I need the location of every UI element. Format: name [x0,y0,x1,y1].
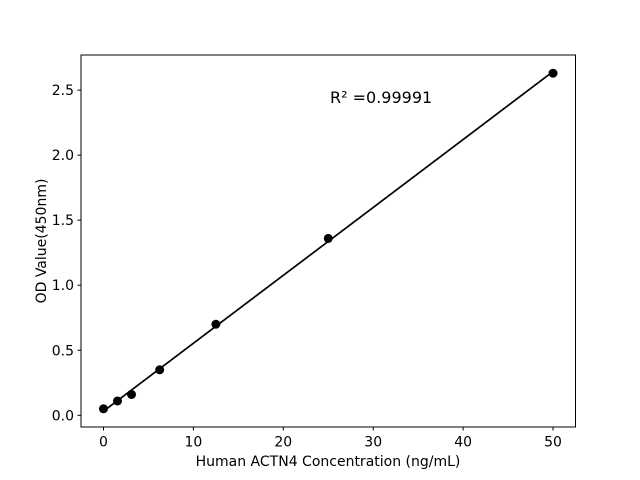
y-tick-label: 0.5 [52,343,74,359]
y-tick-label: 1.5 [52,213,74,229]
data-point [113,396,123,406]
data-point [548,68,558,78]
x-axis-label: Human ACTN4 Concentration (ng/mL) [195,454,461,470]
x-tick-label: 40 [454,435,472,451]
y-tick-label: 0.0 [52,408,74,424]
data-point [211,319,221,329]
x-tick-label: 30 [364,435,382,451]
data-point [98,404,108,414]
plot-border [80,54,576,428]
data-point [155,365,165,375]
data-point [127,389,137,399]
y-tick-label: 2.0 [52,148,74,164]
x-tick-label: 0 [99,435,108,451]
y-tick-label: 1.0 [52,278,74,294]
x-tick-label: 50 [544,435,562,451]
y-axis-label: OD Value(450nm) [34,178,50,304]
x-tick-label: 10 [184,435,202,451]
data-point [323,233,333,243]
r-squared-annotation: R² =0.99991 [330,88,433,107]
x-tick-label: 20 [274,435,292,451]
y-tick-label: 2.5 [52,83,74,99]
